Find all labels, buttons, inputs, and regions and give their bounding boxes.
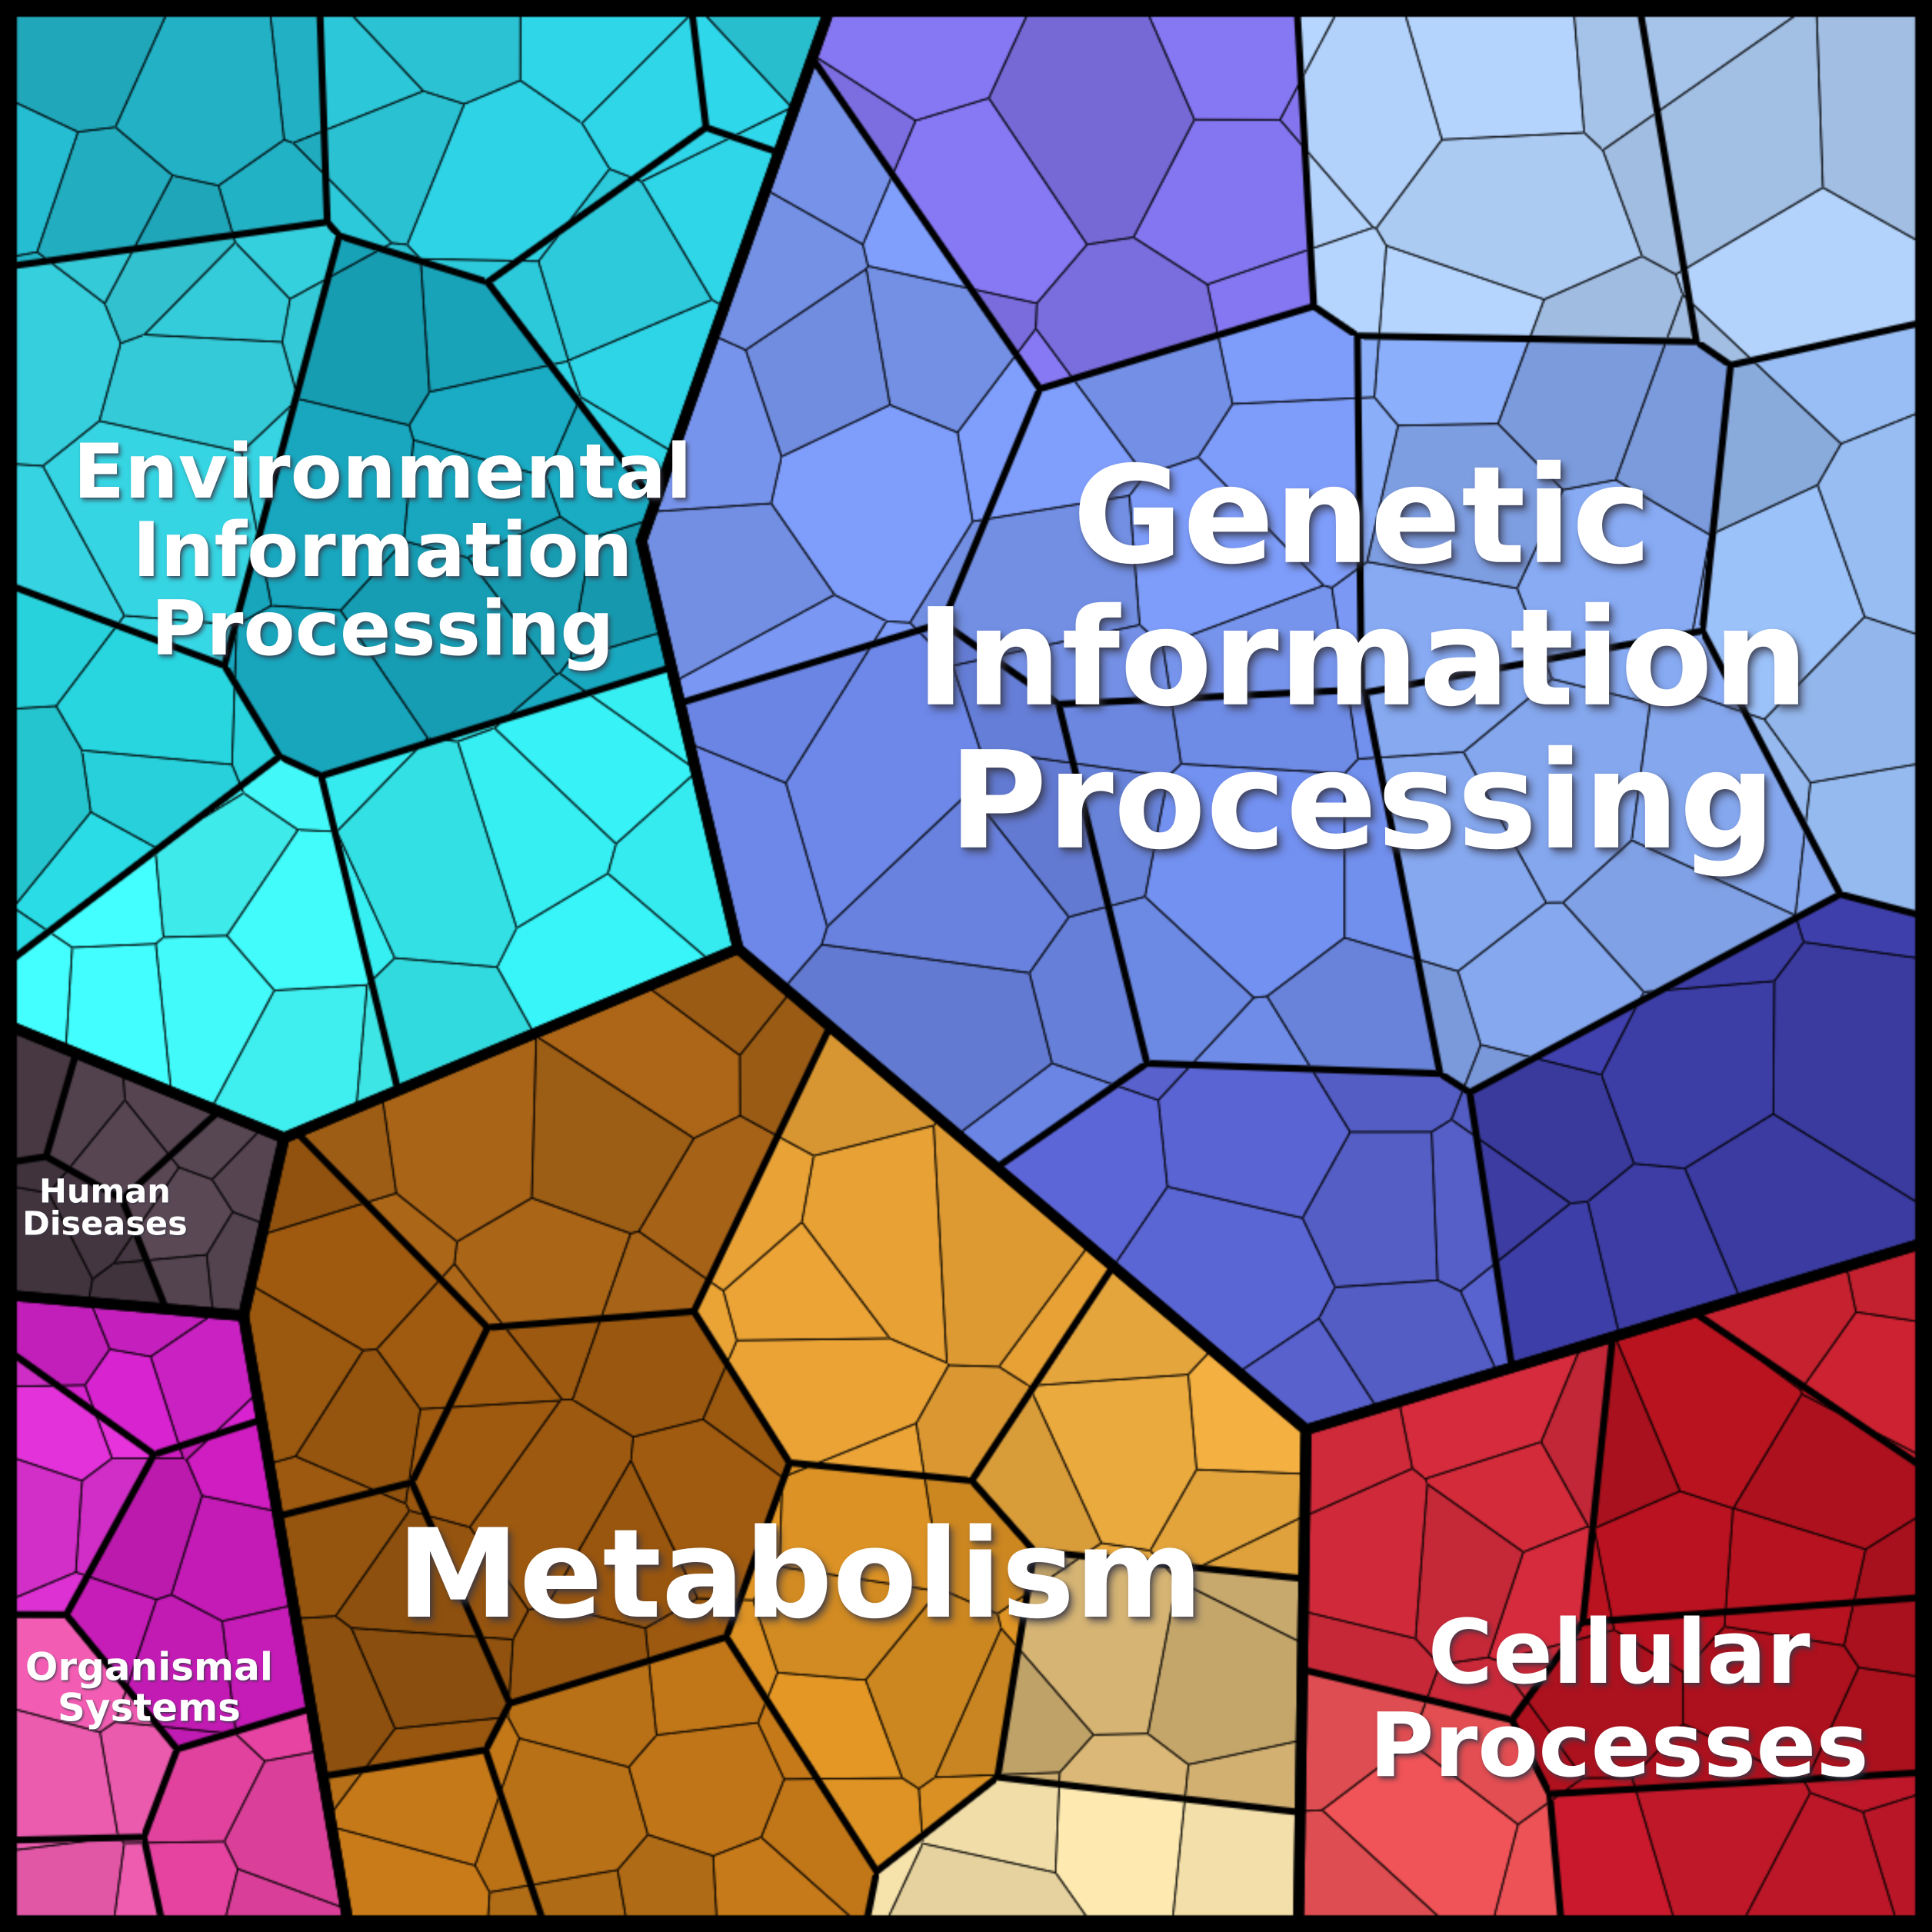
mosaic-canvas [0, 0, 1932, 1932]
voronoi-treemap-chart: Environmental Information Processing Gen… [0, 0, 1932, 1932]
